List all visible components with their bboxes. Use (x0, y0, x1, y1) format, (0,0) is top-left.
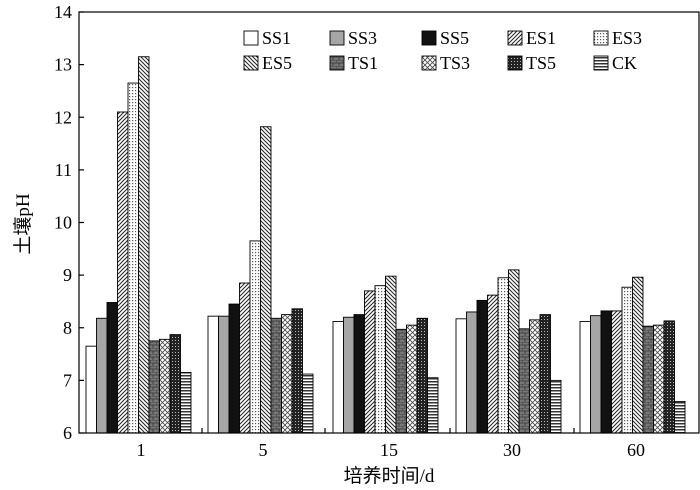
bar-es1-30 (487, 294, 499, 434)
legend-swatch-ts3 (421, 55, 437, 71)
bar-ts5-1 (169, 334, 181, 434)
bar-ss5-30 (476, 299, 488, 434)
legend-label-es5: ES5 (262, 53, 292, 73)
legend-label-ss3: SS3 (348, 28, 377, 48)
legend-label-ss5: SS5 (440, 28, 469, 48)
bar-ss1-30 (455, 318, 467, 434)
y-tick-label: 7 (63, 370, 72, 390)
y-tick-label: 10 (54, 213, 72, 233)
bar-es5-30 (508, 269, 520, 434)
bar-es5-5 (260, 126, 272, 434)
bar-ss3-30 (466, 311, 478, 434)
bar-ts3-15 (406, 324, 418, 434)
y-tick-label: 6 (63, 423, 72, 443)
y-tick-label: 13 (54, 55, 72, 75)
y-tick-label: 11 (55, 160, 72, 180)
bar-ck-15 (427, 377, 439, 434)
legend-label-es1: ES1 (526, 28, 556, 48)
bar-ts1-60 (642, 325, 654, 434)
bar-es1-60 (611, 310, 623, 434)
bar-es1-15 (364, 290, 376, 434)
bar-ss1-5 (207, 315, 219, 434)
bar-es3-15 (374, 285, 386, 434)
bar-ss5-15 (353, 314, 365, 434)
x-axis-label: 培养时间/d (344, 465, 435, 487)
y-tick-label: 8 (63, 318, 72, 338)
legend-swatch-ts5 (507, 55, 523, 71)
bars-layer (85, 56, 686, 434)
bar-es5-1 (138, 56, 150, 434)
bar-ck-5 (302, 373, 314, 434)
bar-ss1-1 (85, 345, 97, 434)
bar-es5-60 (632, 276, 644, 434)
legend-swatch-ck (593, 55, 609, 71)
legend-label-es3: ES3 (612, 28, 642, 48)
bar-ts3-1 (159, 338, 171, 434)
legend: SS1 SS3 SS5 ES1 ES3 ES5 TS1 TS3 TS5 CK (243, 28, 642, 73)
bar-ts5-60 (663, 320, 675, 434)
x-tick-label-15: 15 (380, 440, 398, 460)
y-tick-label: 14 (54, 2, 72, 22)
x-tick-label-1: 1 (137, 440, 146, 460)
bar-ts1-30 (518, 328, 530, 434)
bar-es3-60 (621, 286, 633, 434)
bar-ts5-5 (291, 308, 303, 434)
bar-ts1-5 (270, 317, 282, 434)
bar-es5-15 (385, 275, 397, 434)
legend-label-ts5: TS5 (526, 53, 556, 73)
bar-ss1-60 (579, 320, 591, 434)
bar-ts3-5 (281, 314, 293, 434)
legend-swatch-es3 (593, 30, 609, 46)
bar-ts5-15 (416, 317, 428, 434)
legend-swatch-ss5 (421, 30, 437, 46)
bar-ts3-30 (529, 319, 541, 434)
x-tick-label-5: 5 (259, 440, 268, 460)
bar-ts1-1 (148, 340, 160, 434)
bar-ck-1 (180, 372, 192, 434)
legend-swatch-ts1 (329, 55, 345, 71)
legend-swatch-es1 (507, 30, 523, 46)
bar-ss1-15 (332, 320, 344, 434)
y-axis-label: 土壤pH (12, 193, 34, 255)
bar-ss5-60 (600, 310, 612, 434)
legend-label-ss1: SS1 (262, 28, 291, 48)
bar-ck-60 (674, 400, 686, 434)
bar-ss5-5 (228, 303, 240, 434)
bar-es1-1 (117, 111, 129, 434)
bar-ts3-60 (653, 324, 665, 434)
bar-ck-30 (550, 379, 562, 434)
bar-ts5-30 (539, 314, 551, 434)
x-tick-label-30: 30 (503, 440, 521, 460)
bar-es3-1 (127, 82, 139, 434)
bar-ss3-15 (343, 316, 355, 434)
y-tick-label: 12 (54, 107, 72, 127)
bar-es3-30 (497, 277, 509, 434)
bar-ss3-60 (590, 315, 602, 434)
legend-label-ts3: TS3 (440, 53, 470, 73)
bar-es1-5 (239, 282, 251, 434)
legend-label-ck: CK (612, 53, 637, 73)
legend-swatch-ss3 (329, 30, 345, 46)
bar-ts1-15 (395, 328, 407, 434)
legend-swatch-ss1 (243, 30, 259, 46)
bar-ss3-1 (96, 317, 108, 434)
legend-swatch-es5 (243, 55, 259, 71)
legend-label-ts1: TS1 (348, 53, 378, 73)
bar-ss5-1 (106, 302, 118, 434)
bar-es3-5 (249, 240, 261, 434)
y-tick-label: 9 (63, 265, 72, 285)
x-tick-label-60: 60 (627, 440, 645, 460)
bar-ss3-5 (218, 315, 230, 434)
